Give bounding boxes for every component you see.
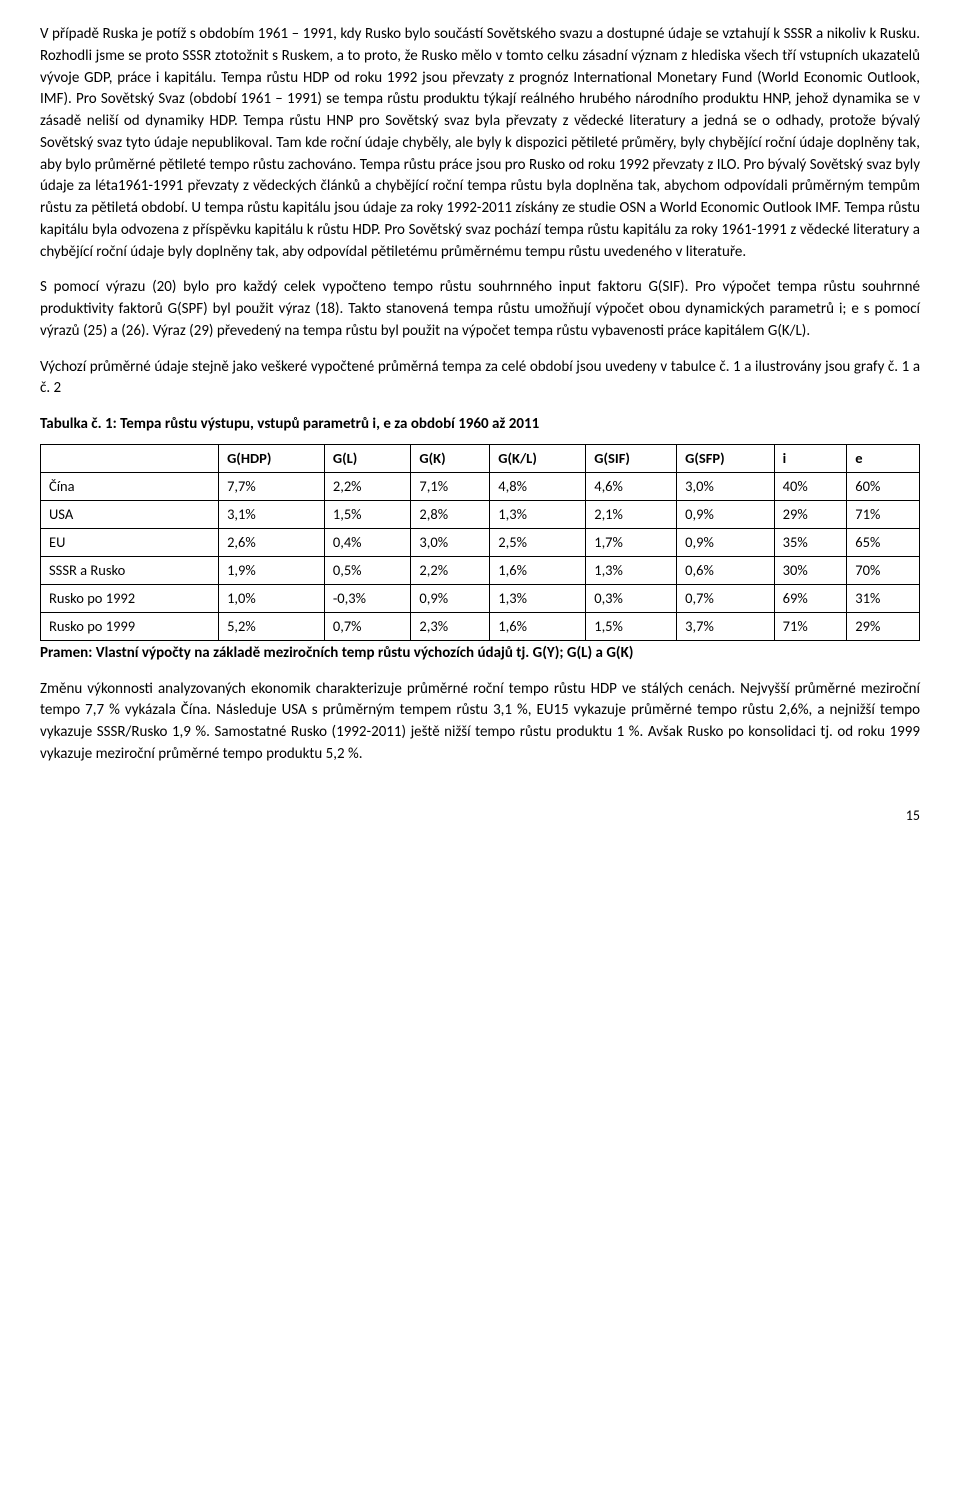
table-cell: 65% — [847, 528, 920, 556]
data-table: G(HDP) G(L) G(K) G(K/L) G(SIF) G(SFP) i … — [40, 444, 920, 641]
table-cell: 0,7% — [677, 584, 775, 612]
table-cell: 69% — [774, 584, 847, 612]
table-header-cell: G(K/L) — [490, 444, 586, 472]
table-cell: 0,3% — [586, 584, 677, 612]
table-cell: 71% — [847, 500, 920, 528]
table-cell: 2,1% — [586, 500, 677, 528]
table-source: Pramen: Vlastní výpočty na základě mezir… — [40, 643, 920, 665]
table-cell: 40% — [774, 472, 847, 500]
table-cell: 31% — [847, 584, 920, 612]
table-cell: 2,2% — [324, 472, 411, 500]
table-cell: 0,9% — [677, 528, 775, 556]
table-cell: 2,5% — [490, 528, 586, 556]
table-cell: 1,3% — [490, 584, 586, 612]
table-header-cell — [41, 444, 219, 472]
table-cell: 2,3% — [411, 612, 490, 640]
table-cell: 7,7% — [219, 472, 325, 500]
table-cell: 2,2% — [411, 556, 490, 584]
table-cell: 0,6% — [677, 556, 775, 584]
table-header-cell: G(HDP) — [219, 444, 325, 472]
table-cell: 1,9% — [219, 556, 325, 584]
table-cell: 1,7% — [586, 528, 677, 556]
table-cell: 3,7% — [677, 612, 775, 640]
table-cell: 1,5% — [586, 612, 677, 640]
table-cell: 60% — [847, 472, 920, 500]
table-cell: 29% — [774, 500, 847, 528]
table-cell: 2,6% — [219, 528, 325, 556]
table-cell: 0,7% — [324, 612, 411, 640]
table-header-cell: G(SFP) — [677, 444, 775, 472]
table-title: Tabulka č. 1: Tempa růstu výstupu, vstup… — [40, 414, 920, 436]
table-cell: EU — [41, 528, 219, 556]
table-header-cell: G(SIF) — [586, 444, 677, 472]
table-cell: 30% — [774, 556, 847, 584]
table-cell: 3,1% — [219, 500, 325, 528]
table-cell: 4,6% — [586, 472, 677, 500]
table-cell: 0,9% — [677, 500, 775, 528]
table-cell: 1,5% — [324, 500, 411, 528]
table-cell: 7,1% — [411, 472, 490, 500]
table-cell: 1,6% — [490, 556, 586, 584]
table-cell: 0,5% — [324, 556, 411, 584]
table-cell: 0,9% — [411, 584, 490, 612]
table-cell: SSSR a Rusko — [41, 556, 219, 584]
table-cell: 70% — [847, 556, 920, 584]
paragraph-2: S pomocí výrazu (20) bylo pro každý cele… — [40, 277, 920, 342]
table-cell: 35% — [774, 528, 847, 556]
table-cell: 1,3% — [490, 500, 586, 528]
table-cell: -0,3% — [324, 584, 411, 612]
table-row: USA 3,1% 1,5% 2,8% 1,3% 2,1% 0,9% 29% 71… — [41, 500, 920, 528]
table-row: Rusko po 1992 1,0% -0,3% 0,9% 1,3% 0,3% … — [41, 584, 920, 612]
table-cell: 4,8% — [490, 472, 586, 500]
table-cell: 3,0% — [411, 528, 490, 556]
paragraph-1: V případě Ruska je potíž s obdobím 1961 … — [40, 24, 920, 263]
table-cell: 29% — [847, 612, 920, 640]
table-cell: 0,4% — [324, 528, 411, 556]
table-cell: USA — [41, 500, 219, 528]
table-cell: 1,0% — [219, 584, 325, 612]
table-cell: Rusko po 1992 — [41, 584, 219, 612]
table-cell: 71% — [774, 612, 847, 640]
table-row: SSSR a Rusko 1,9% 0,5% 2,2% 1,6% 1,3% 0,… — [41, 556, 920, 584]
table-header-cell: G(L) — [324, 444, 411, 472]
table-cell: 2,8% — [411, 500, 490, 528]
page-number: 15 — [40, 806, 920, 826]
table-cell: Čína — [41, 472, 219, 500]
table-row: EU 2,6% 0,4% 3,0% 2,5% 1,7% 0,9% 35% 65% — [41, 528, 920, 556]
table-header-row: G(HDP) G(L) G(K) G(K/L) G(SIF) G(SFP) i … — [41, 444, 920, 472]
table-header-cell: e — [847, 444, 920, 472]
paragraph-3: Výchozí průměrné údaje stejně jako veške… — [40, 357, 920, 401]
table-cell: 5,2% — [219, 612, 325, 640]
table-cell: 1,6% — [490, 612, 586, 640]
table-header-cell: G(K) — [411, 444, 490, 472]
table-cell: 3,0% — [677, 472, 775, 500]
table-header-cell: i — [774, 444, 847, 472]
paragraph-4: Změnu výkonnosti analyzovaných ekonomik … — [40, 679, 920, 766]
table-cell: Rusko po 1999 — [41, 612, 219, 640]
table-row: Čína 7,7% 2,2% 7,1% 4,8% 4,6% 3,0% 40% 6… — [41, 472, 920, 500]
table-cell: 1,3% — [586, 556, 677, 584]
table-row: Rusko po 1999 5,2% 0,7% 2,3% 1,6% 1,5% 3… — [41, 612, 920, 640]
